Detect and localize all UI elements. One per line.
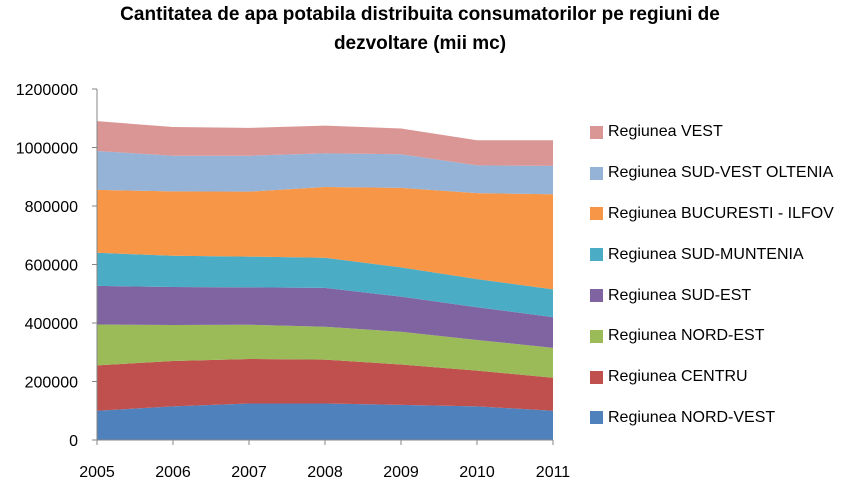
y-tick-label: 0 — [69, 433, 78, 450]
legend-label: Regiunea BUCURESTI - ILFOV — [608, 204, 834, 222]
chart-title: Cantitatea de apa potabila distribuita c… — [40, 0, 800, 58]
legend-swatch — [590, 329, 603, 343]
legend-item: Regiunea SUD-EST — [590, 275, 852, 316]
legend-swatch — [590, 370, 603, 384]
y-tick-label: 200000 — [25, 375, 78, 392]
y-tick-label: 400000 — [25, 316, 78, 333]
y-tick-label: 800000 — [25, 199, 78, 216]
x-tick-label: 2007 — [231, 464, 267, 480]
legend-label: Regiunea VEST — [608, 123, 723, 141]
legend-item: Regiunea SUD-VEST OLTENIA — [590, 153, 852, 194]
legend-label: Regiunea SUD-EST — [608, 286, 752, 304]
chart-title-line-1: Cantitatea de apa potabila distribuita c… — [120, 4, 720, 25]
axes-group: 0 200000 400000 600000 800000 1000000 1200000 2… — [16, 82, 571, 480]
legend-swatch — [590, 411, 603, 425]
legend-label: Regiunea SUD-VEST OLTENIA — [608, 164, 834, 182]
area-series-5 — [97, 252, 553, 318]
x-tick-label: 2006 — [155, 464, 191, 480]
legend-label: Regiunea CENTRU — [608, 368, 748, 386]
legend-swatch — [590, 125, 603, 139]
legend-label: Regiunea SUD-MUNTENIA — [608, 245, 804, 263]
area-series-2 — [97, 358, 553, 411]
x-tick-label: 2010 — [459, 464, 495, 480]
legend-item: Regiunea BUCURESTI - ILFOV — [590, 194, 852, 235]
y-tick-label: 1200000 — [16, 82, 78, 99]
area-series-group — [97, 121, 553, 440]
x-tick-label: 2005 — [79, 464, 115, 480]
area-series-3 — [97, 324, 553, 378]
area-series-6 — [97, 186, 553, 290]
x-tick-label: 2008 — [307, 464, 343, 480]
y-tick-label: 1000000 — [16, 141, 78, 158]
legend-item: Regiunea SUD-MUNTENIA — [590, 234, 852, 275]
area-series-7 — [97, 151, 553, 195]
legend-item: Regiunea VEST — [590, 112, 852, 153]
x-tick-label: 2009 — [383, 464, 419, 480]
legend-swatch — [590, 289, 603, 303]
area-series-8 — [97, 121, 553, 166]
legend-label: Regiunea NORD-EST — [608, 327, 765, 345]
legend-item: Regiunea NORD-EST — [590, 316, 852, 357]
legend-label: Regiunea NORD-VEST — [608, 408, 776, 426]
legend-swatch — [590, 166, 603, 180]
legend-swatch — [590, 248, 603, 262]
area-series-4 — [97, 285, 553, 348]
x-tick-label: 2011 — [536, 464, 571, 480]
legend: Regiunea VEST Regiunea SUD-VEST OLTENIA Re… — [590, 112, 852, 438]
legend-item: Regiunea CENTRU — [590, 357, 852, 398]
area-series-1 — [97, 403, 553, 440]
legend-item: Regiunea NORD-VEST — [590, 398, 852, 439]
y-tick-label: 600000 — [25, 258, 78, 275]
legend-swatch — [590, 207, 603, 221]
chart-title-line-2: dezvoltare (mii mc) — [333, 33, 507, 54]
